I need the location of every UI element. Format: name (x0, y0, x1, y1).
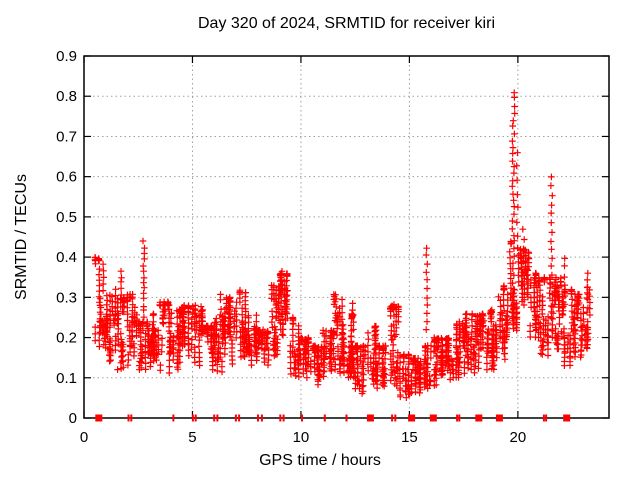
y-tick-label: 0.6 (56, 169, 77, 186)
chart-title: Day 320 of 2024, SRMTID for receiver kir… (198, 15, 495, 32)
y-tick-label: 0.5 (56, 209, 77, 226)
x-tick-label: 10 (293, 429, 310, 446)
x-tick-label: 0 (80, 429, 88, 446)
x-tick-label: 15 (401, 429, 418, 446)
x-axis-label: GPS time / hours (259, 452, 381, 469)
zero-value-markers (95, 414, 571, 422)
x-tick-label: 5 (188, 429, 196, 446)
y-tick-label: 0.3 (56, 289, 77, 306)
y-tick-label: 0.8 (56, 88, 77, 105)
gridlines (84, 56, 609, 418)
scatter-points (91, 89, 594, 401)
y-tick-label: 0.2 (56, 330, 77, 347)
plot-border (83, 55, 610, 419)
y-tick-label: 0 (69, 410, 77, 427)
tick-labels: 0 5 10 15 20 0 0.1 0.2 0.3 0.4 0.5 0.6 0.7 0.8 0.9 (56, 48, 526, 446)
y-tick-label: 0.1 (56, 370, 77, 387)
axis-ticks (83, 55, 609, 419)
y-tick-label: 0.7 (56, 128, 77, 145)
y-tick-label: 0.4 (56, 249, 77, 266)
y-tick-label: 0.9 (56, 48, 77, 65)
x-tick-label: 20 (510, 429, 527, 446)
